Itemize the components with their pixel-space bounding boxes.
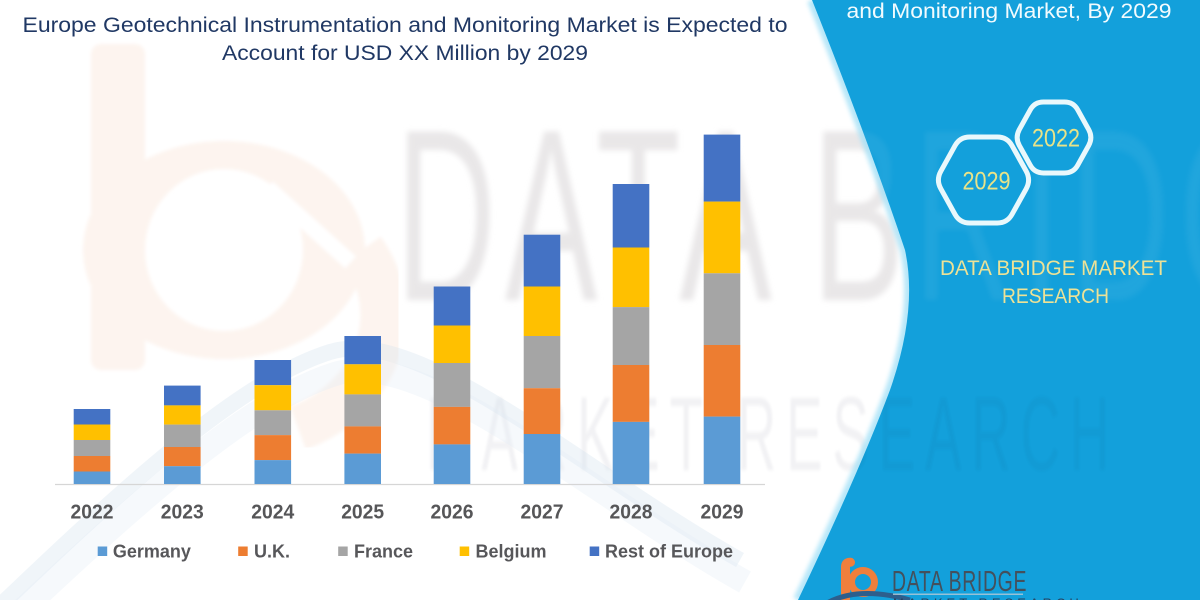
svg-text:2022: 2022 <box>1032 125 1080 153</box>
svg-text:2027: 2027 <box>521 502 564 524</box>
svg-text:DATA BRIDGE: DATA BRIDGE <box>892 566 1027 598</box>
svg-text:2023: 2023 <box>161 502 204 524</box>
svg-text:Europe Geotechnical Instrument: Europe Geotechnical Instrumentation and … <box>23 13 788 37</box>
svg-text:U.K.: U.K. <box>254 542 290 562</box>
svg-text:Germany: Germany <box>113 542 191 562</box>
svg-text:France: France <box>354 542 413 562</box>
svg-text:2022: 2022 <box>71 502 114 524</box>
svg-text:2029: 2029 <box>963 168 1011 196</box>
svg-text:2026: 2026 <box>431 502 474 524</box>
svg-text:Account for USD XX Million by: Account for USD XX Million by 2029 <box>222 41 588 65</box>
svg-text:Rest of Europe: Rest of Europe <box>605 542 733 562</box>
svg-text:RESEARCH: RESEARCH <box>1002 284 1109 308</box>
svg-text:Belgium: Belgium <box>476 542 547 562</box>
svg-text:DATA BRIDGE MARKET: DATA BRIDGE MARKET <box>940 256 1167 280</box>
svg-text:MARKET RESEARCH: MARKET RESEARCH <box>893 596 1083 600</box>
svg-text:2025: 2025 <box>341 502 384 524</box>
svg-text:and Monitoring Market, By 2029: and Monitoring Market, By 2029 <box>847 0 1172 23</box>
svg-text:2028: 2028 <box>610 502 653 524</box>
svg-text:2024: 2024 <box>251 502 295 524</box>
svg-text:2029: 2029 <box>701 502 744 524</box>
